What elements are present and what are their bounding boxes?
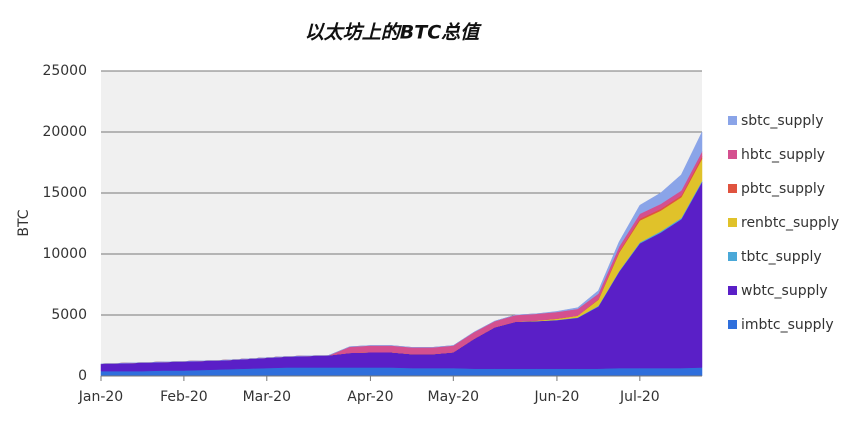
legend-swatch (728, 252, 737, 261)
y-tick-label: 5000 (51, 307, 87, 323)
x-tick-label: Jun-20 (534, 389, 580, 405)
chart-title: 以太坊上的BTC总值 (305, 22, 482, 44)
area (100, 131, 703, 365)
y-tick-label: 20000 (42, 124, 87, 140)
legend-label: wbtc_supply (741, 283, 828, 299)
legend-swatch (728, 184, 737, 193)
legend-label: pbtc_supply (741, 181, 825, 197)
x-tick-label: Jul-20 (619, 389, 660, 405)
legend-label: sbtc_supply (741, 113, 823, 129)
y-axis-label: BTC (16, 209, 32, 236)
y-tick-label: 25000 (42, 63, 87, 79)
y-tick-label: 0 (78, 368, 87, 384)
legend-label: hbtc_supply (741, 147, 825, 163)
legend-swatch (728, 116, 737, 125)
x-tick-label: Jan-20 (78, 389, 123, 405)
legend-swatch (728, 320, 737, 329)
x-tick-label: Mar-20 (243, 389, 291, 405)
legend-swatch (728, 286, 737, 295)
legend-swatch (728, 218, 737, 227)
legend-swatch (728, 150, 737, 159)
legend-label: imbtc_supply (741, 317, 834, 333)
legend-label: tbtc_supply (741, 249, 822, 265)
y-tick-label: 15000 (42, 185, 87, 201)
x-tick-label: May-20 (428, 389, 480, 405)
x-tick-label: Feb-20 (160, 389, 208, 405)
y-tick-label: 10000 (42, 246, 87, 262)
legend-label: renbtc_supply (741, 215, 839, 231)
x-tick-label: Apr-20 (347, 389, 393, 405)
